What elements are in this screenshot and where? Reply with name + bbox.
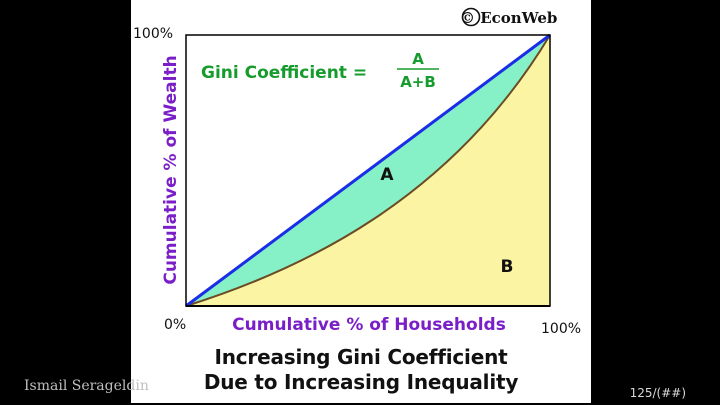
copyright-icon	[461, 7, 481, 27]
formula-denominator: A+B	[400, 73, 436, 91]
x-max-label: 100%	[541, 321, 581, 337]
origin-label: 0%	[164, 317, 186, 333]
caption-line-1: Increasing Gini Coefficient	[214, 345, 508, 369]
area-b-label: B	[501, 257, 514, 277]
lorenz-curve	[185, 34, 551, 307]
area-b-region	[186, 35, 550, 306]
y-max-label: 100%	[133, 26, 173, 42]
slide-author: Ismail Serageldin	[24, 378, 149, 394]
gini-diagram-panel: © EconWeb Gini Coefficient = A A+B A B 1…	[131, 0, 591, 403]
x-axis-title: Cumulative % of Households	[232, 315, 506, 335]
area-a-label: A	[380, 165, 394, 185]
gini-diagram: © EconWeb Gini Coefficient = A A+B A B 1…	[133, 7, 581, 337]
formula-label: Gini Coefficient =	[201, 63, 367, 83]
slide-number: 125/(##)	[629, 386, 686, 400]
y-axis-title: Cumulative % of Wealth	[161, 55, 181, 284]
formula-numerator: A	[412, 50, 424, 68]
copyright-text: © EconWeb	[460, 9, 557, 27]
line-of-equality	[185, 33, 551, 308]
caption-line-2: Due to Increasing Inequality	[203, 370, 519, 394]
